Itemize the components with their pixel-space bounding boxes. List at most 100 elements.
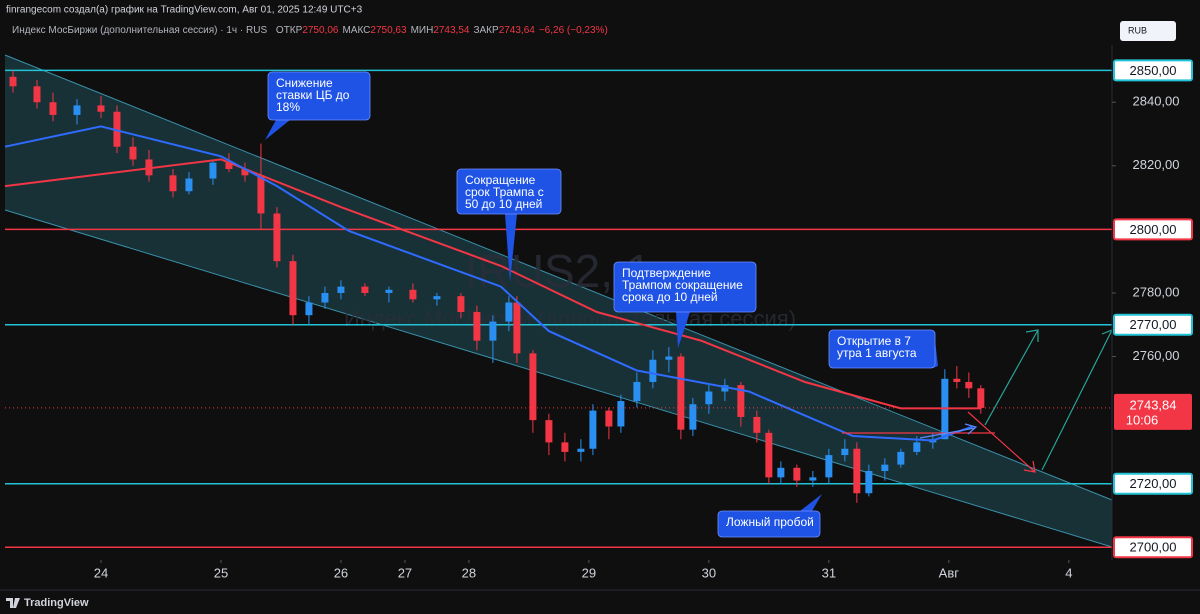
level-label-box [1113,536,1193,559]
candle-body [965,381,973,389]
candle-body [409,289,417,300]
ohlc-label: ЗАКР [473,25,499,36]
candle-body [809,477,817,481]
level-label-box [1113,59,1193,82]
header-title: Индекс МосБиржи (дополнительная сессия) … [12,25,267,36]
candle-body [73,105,81,115]
candle-body [577,448,585,452]
drawing-arrow [984,329,1039,426]
candle-body [337,286,345,293]
drawings [842,329,1114,473]
annotation-line: Ложный пробой [726,515,814,529]
candle-body [589,410,597,449]
candle-body [129,146,137,160]
annotation-box [267,71,371,121]
candle-body [385,289,393,293]
ohlc-label: ОТКР [276,25,303,36]
annotation-box [828,329,936,369]
candle-body [649,359,657,382]
header: Индекс МосБиржи (дополнительная сессия) … [12,25,608,36]
ohlc-change: −6,26 (−0,23%) [539,25,608,36]
candle-body [737,385,745,417]
annotation-pointer [676,312,690,348]
annotation-line: Трампом сокращение [622,278,743,292]
candle-body [33,86,41,103]
annotations: Снижение ставки ЦБ до 18% Сокращение срок Тр… [265,71,938,538]
candle-body [489,321,497,341]
x-tick-label: 26 [334,565,348,580]
candle-body [321,292,329,303]
ma-line [4,158,981,410]
ma-line [4,125,974,442]
level-label: 2770,00 [1130,317,1177,332]
candle-body [665,356,673,360]
ohlc-value: 2743,64 [499,25,536,36]
ohlc-value: 2743,54 [433,25,470,36]
annotation-text: Снижение ставки ЦБ до 18% [276,76,350,114]
x-tick-label: 29 [582,565,596,580]
candle-body [529,353,537,421]
candle-body [9,76,17,87]
level-label: 2720,00 [1130,476,1177,491]
candle-body [753,416,761,433]
candle-body [257,175,265,214]
drawing-arrow [919,427,976,439]
channel-upper [4,54,1113,501]
y-tick-label: 2780,00 [1133,284,1180,299]
candle-body [289,261,297,316]
candle-body [881,464,889,471]
candle-body [169,175,177,192]
candle-body [185,178,193,192]
x-tick-label: 24 [94,565,108,580]
candle-body [897,451,905,465]
annotation-line: 50 до 10 дней [465,197,542,211]
drawing-arrow [1041,329,1113,471]
attribution: finrangecom создал(а) график на TradingV… [6,4,363,16]
candle-body [561,442,569,452]
annotation-line: Снижение [276,76,333,90]
plot-area [4,69,1112,549]
candle-body [241,168,249,176]
channel-fill [5,55,1112,547]
level-label: 2800,00 [1130,222,1177,237]
x-tick-label: Авг [939,565,960,580]
candle-body [545,420,553,443]
annotation-text: Открытие в 7 утра 1 августа [837,334,917,360]
ohlc-value: 2750,63 [370,25,407,36]
candle-body [705,391,713,405]
annotation-line: срок Трампа с [465,185,544,199]
level-label-box [1113,218,1193,241]
annotation-line: утра 1 августа [837,346,917,360]
footer-logo [6,598,20,608]
candle-body [209,162,217,179]
candle-body [49,102,57,115]
candle-body [865,470,873,494]
candle-body [433,296,441,300]
candle-body [457,296,465,313]
candle-body [677,356,685,430]
last-price-box [1114,393,1192,430]
candle-body [977,388,985,408]
candle-body [505,302,513,322]
countdown: 10:06 [1126,412,1159,427]
currency: RUB [1128,25,1147,35]
candle-body [513,302,521,354]
candle-body [473,312,481,341]
annotation-pointer [800,494,822,511]
ohlc-value: 2750,06 [302,25,339,36]
annotation-box [613,261,757,313]
currency-box [1120,21,1176,41]
ohlc-label: МАКС [342,25,370,36]
footer-brand: TradingView [24,597,89,609]
candle-body [605,410,613,427]
x-tick-label: 27 [398,565,412,580]
y-tick-label: 2840,00 [1133,94,1180,109]
y-tick-label: 2820,00 [1133,157,1180,172]
candle-body [825,455,833,478]
annotation-text: Сокращение срок Трампа с 50 до 10 дней [465,173,544,211]
ohlc-label: МИН [411,25,434,36]
annotation-line: 18% [276,100,300,114]
candle-body [721,385,729,392]
candle-body [113,111,121,147]
